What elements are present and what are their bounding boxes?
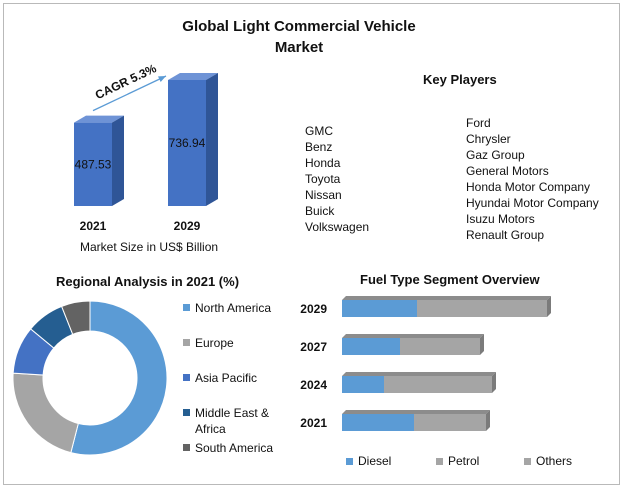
donut-slice	[70, 300, 168, 456]
regional-legend-item: South America	[183, 440, 273, 456]
fuel-bar-diesel	[342, 300, 417, 317]
market-bar-data-label: 487.53	[75, 157, 112, 171]
key-player-b-3: General Motors	[466, 164, 549, 178]
legend-label: Others	[536, 454, 573, 468]
fuel-type-chart: 2029 2027 2024 2021	[300, 296, 551, 431]
fuel-bar-side	[492, 372, 496, 393]
market-bar-data-label: 736.94	[169, 136, 206, 150]
cagr-arrow	[92, 75, 167, 112]
fuel-bar-top	[342, 296, 551, 300]
legend-swatch	[183, 304, 190, 311]
fuel-year-label: 2027	[300, 340, 327, 354]
page-title: Global Light Commercial Vehicle Market	[182, 18, 416, 56]
market-year-label: 2021	[80, 219, 107, 233]
key-players-heading: Key Players	[423, 72, 497, 87]
market-bar-side	[112, 115, 124, 206]
fuel-bar-diesel	[342, 338, 400, 355]
key-player-b-6: Isuzu Motors	[466, 212, 535, 226]
legend-swatch	[183, 374, 190, 381]
legend-label: Europe	[195, 336, 234, 350]
key-player-b-0: Ford	[466, 116, 491, 130]
fuel-legend-item: Diesel	[346, 454, 391, 468]
fuel-bar-side	[486, 410, 490, 431]
key-player-b-2: Gaz Group	[466, 148, 525, 162]
market-bar-top	[168, 73, 218, 80]
key-player-3: Toyota	[305, 172, 341, 186]
legend-swatch	[183, 409, 190, 416]
fuel-bar-top	[342, 410, 490, 414]
legend-label: South America	[195, 441, 274, 455]
key-player-b-4: Honda Motor Company	[466, 180, 591, 194]
market-size-axis-label: Market Size in US$ Billion	[80, 240, 219, 254]
fuel-year-label: 2024	[300, 378, 327, 392]
legend-label: Diesel	[358, 454, 392, 468]
legend-swatch	[524, 458, 531, 465]
key-player-b-5: Hyundai Motor Company	[466, 196, 599, 210]
regional-legend-item: Middle East & Africa	[183, 405, 269, 437]
fuel-bar-petrol	[414, 414, 486, 431]
legend-label: Asia Pacific	[195, 371, 258, 385]
cagr-arrowhead	[158, 76, 166, 82]
market-bar	[74, 122, 112, 206]
fuel-bar-petrol	[384, 376, 492, 393]
legend-swatch	[436, 458, 443, 465]
legend-label: Petrol	[448, 454, 480, 468]
infographic-frame: Global Light Commercial Vehicle Market K…	[3, 3, 620, 485]
fuel-chart-title: Fuel Type Segment Overview	[360, 272, 540, 287]
fuel-bar-petrol	[400, 338, 480, 355]
regional-legend-item: Asia Pacific	[183, 370, 257, 386]
key-player-1: Benz	[305, 140, 333, 154]
fuel-bar-diesel	[342, 376, 384, 393]
regional-legend-item: North America	[183, 300, 271, 316]
key-players-column-2: Ford Chrysler Gaz Group General Motors Honda…	[466, 115, 599, 243]
fuel-bar-diesel	[342, 414, 414, 431]
fuel-legend-item: Petrol	[436, 454, 479, 468]
fuel-bar-side	[547, 296, 551, 317]
key-players-column-1: GMC Benz Honda Toyota Nissan Buick Volkswagen	[305, 123, 369, 235]
fuel-bar-top	[342, 334, 484, 338]
fuel-year-label: 2021	[300, 416, 327, 430]
key-player-4: Nissan	[305, 188, 342, 202]
legend-swatch	[346, 458, 353, 465]
legend-label: North America	[195, 301, 272, 315]
fuel-bar-petrol	[417, 300, 547, 317]
regional-donut-chart	[12, 300, 168, 456]
legend-label: Middle East & Africa	[195, 406, 270, 436]
market-year-label: 2029	[174, 219, 201, 233]
fuel-bar-side	[480, 334, 484, 355]
fuel-bar-top	[342, 372, 496, 376]
regional-legend-item: Europe	[183, 335, 234, 351]
donut-slice	[61, 300, 91, 335]
market-bar-side	[206, 73, 218, 206]
key-player-5: Buick	[305, 204, 335, 218]
key-player-2: Honda	[305, 156, 341, 170]
key-player-0: GMC	[305, 124, 333, 138]
market-bar	[168, 80, 206, 206]
regional-chart-title: Regional Analysis in 2021 (%)	[56, 274, 240, 289]
key-player-b-7: Renault Group	[466, 228, 545, 242]
market-bar-top	[74, 115, 124, 123]
key-player-b-1: Chrysler	[466, 132, 511, 146]
legend-swatch	[183, 339, 190, 346]
fuel-legend-item: Others	[524, 454, 572, 468]
fuel-year-label: 2029	[300, 302, 327, 316]
key-player-6: Volkswagen	[305, 220, 370, 234]
legend-swatch	[183, 444, 190, 451]
